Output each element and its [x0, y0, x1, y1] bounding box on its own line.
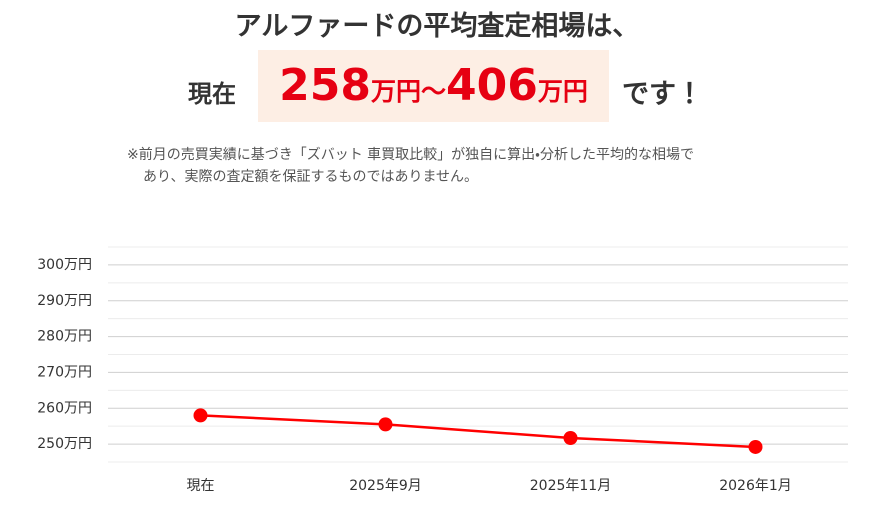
low-price: 258: [279, 60, 371, 111]
price-row: 現在 258万円〜406万円 です！: [0, 50, 874, 122]
y-tick-label: 300万円: [37, 257, 92, 273]
price-box: 258万円〜406万円: [258, 50, 609, 122]
high-price: 406: [446, 60, 538, 111]
note-line: あり、実際の査定額を保証するものではありません。: [143, 169, 479, 185]
point: [748, 439, 763, 454]
unit: 万円: [537, 77, 588, 106]
y-tick-label: 290万円: [37, 293, 92, 309]
point: [378, 417, 393, 432]
x-tick-label: 2025年11月: [530, 478, 611, 494]
y-tick-label: 280万円: [37, 329, 92, 345]
point: [193, 408, 208, 423]
tilde: 〜: [420, 77, 446, 106]
note-line: ※前月の売買実績に基づき「ズバット 車買取比較」が独自に算出・分析した平均的な相…: [127, 147, 694, 163]
headline: アルファードの平均査定相場は、: [234, 11, 640, 42]
unit: 万円: [370, 77, 421, 106]
x-tick-label: 現在: [187, 478, 215, 494]
note: ※前月の売買実績に基づき「ズバット 車買取比較」が独自に算出・分析した平均的な相…: [127, 144, 694, 188]
x-tick-label: 2025年9月: [349, 478, 422, 494]
point: [563, 430, 578, 445]
x-tick-label: 2026年1月: [719, 478, 792, 494]
prefix: 現在: [188, 80, 236, 108]
y-tick-label: 270万円: [37, 364, 92, 380]
y-tick-label: 260万円: [37, 400, 92, 416]
suffix: です！: [622, 79, 703, 110]
line: [200, 414, 756, 449]
y-tick-label: 250万円: [37, 436, 92, 452]
